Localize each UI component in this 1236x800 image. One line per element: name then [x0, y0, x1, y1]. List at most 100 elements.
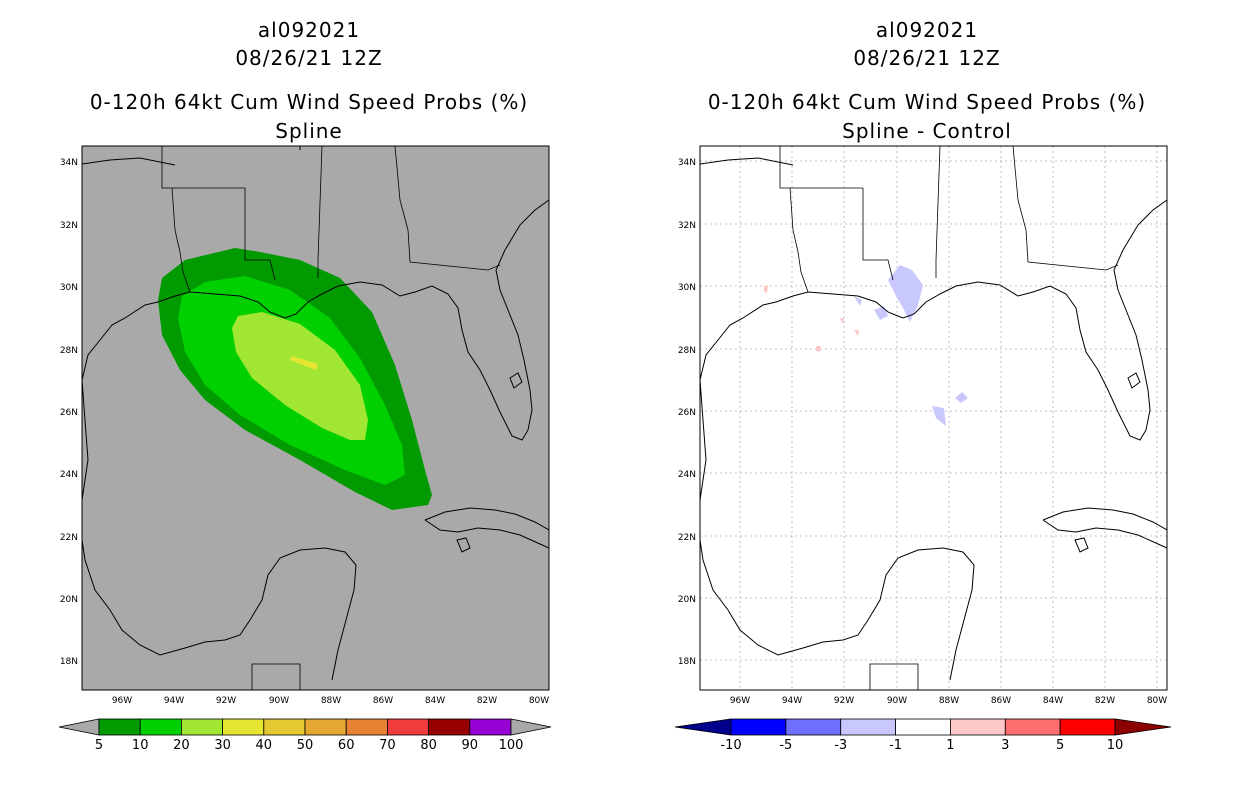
lon-ticks: 96W 94W 92W 90W 88W 86W 84W 82W 80W [730, 696, 1167, 706]
colorbar-segment [785, 718, 842, 736]
diff-negative-3 [932, 406, 946, 426]
colorbar-segment [840, 718, 896, 736]
map-plot: 34N 32N 30N 28N 26N 24N 22N 20N 18N 96W … [674, 145, 1172, 753]
lat-label: 22N [678, 533, 696, 543]
lat-label: 22N [60, 533, 78, 543]
colorbar-segment [98, 718, 141, 736]
colorbar-end-left [58, 718, 100, 736]
colorbar-label: 90 [462, 738, 479, 753]
colorbar-segment [139, 718, 182, 736]
colorbar: -10 -5 -3 -1 1 3 5 10 [674, 718, 1172, 753]
diff-positive-1 [854, 330, 859, 336]
diff-negative-3 [955, 392, 968, 403]
lat-label: 32N [678, 221, 696, 231]
colorbar-label: 3 [1001, 738, 1009, 753]
colorbar-label: -5 [779, 738, 792, 753]
datetime: 08/26/21 12Z [853, 46, 1001, 70]
lon-label: 86W [373, 696, 393, 706]
right-panel: al092021 08/26/21 12Z 0-120h 64kt Cum Wi… [618, 0, 1236, 800]
colorbar-label: 10 [1107, 738, 1124, 753]
lat-label: 24N [678, 470, 696, 480]
lat-label: 30N [60, 283, 78, 293]
colorbar-end-right [1114, 718, 1172, 736]
lat-label: 20N [60, 595, 78, 605]
lon-label: 96W [112, 696, 132, 706]
lon-label: 84W [1043, 696, 1063, 706]
lat-label: 26N [678, 408, 696, 418]
lat-label: 28N [60, 346, 78, 356]
lon-label: 92W [834, 696, 854, 706]
diff-negative-3 [854, 296, 862, 306]
lon-label: 90W [269, 696, 289, 706]
lat-label: 32N [60, 221, 78, 231]
lon-label: 88W [939, 696, 959, 706]
plot-title: 0-120h 64kt Cum Wind Speed Probs (%) [707, 90, 1147, 114]
colorbar-label: 40 [256, 738, 273, 753]
lon-label: 80W [1147, 696, 1167, 706]
storm-id: al092021 [257, 18, 361, 42]
lat-label: 28N [678, 346, 696, 356]
prob-contour-20 [232, 312, 368, 440]
lat-label: 26N [60, 408, 78, 418]
map-plot: 34N 32N 30N 28N 26N 24N 22N 20N 18N 96W … [58, 145, 552, 753]
plot-subtitle: Spline - Control [842, 119, 1012, 143]
lat-label: 20N [678, 595, 696, 605]
colorbar-segment [263, 718, 306, 736]
lon-label: 82W [477, 696, 497, 706]
lat-ticks: 34N 32N 30N 28N 26N 24N 22N 20N 18N [60, 158, 78, 667]
colorbar-label: 5 [95, 738, 103, 753]
diff-positive-1 [816, 346, 821, 352]
colorbar-label: 5 [1056, 738, 1064, 753]
colorbar-segment [304, 718, 347, 736]
colorbar-label: -3 [834, 738, 847, 753]
colorbar-segment [428, 718, 471, 736]
prob-contour-30 [290, 356, 318, 370]
diff-positive-1 [840, 318, 844, 324]
colorbar-segment [730, 718, 787, 736]
colorbar-segment [222, 718, 265, 736]
lat-label: 18N [678, 657, 696, 667]
colorbar: 5 10 20 30 40 50 60 70 80 90 100 [58, 718, 552, 753]
lat-label: 24N [60, 470, 78, 480]
colorbar-segment [950, 718, 1006, 736]
lon-label: 92W [216, 696, 236, 706]
colorbar-label: 70 [379, 738, 396, 753]
colorbar-label: 10 [132, 738, 149, 753]
lat-label: 34N [60, 158, 78, 168]
left-panel: al092021 08/26/21 12Z 0-120h 64kt Cum Wi… [58, 18, 552, 753]
lon-label: 80W [529, 696, 549, 706]
lon-label: 82W [1095, 696, 1115, 706]
colorbar-segment [469, 718, 512, 736]
coastlines [700, 157, 1167, 681]
colorbar-label: 20 [173, 738, 190, 753]
lon-label: 94W [164, 696, 184, 706]
lat-label: 30N [678, 283, 696, 293]
lon-ticks: 96W 94W 92W 90W 88W 86W 84W 82W 80W [112, 696, 549, 706]
colorbar-segment [345, 718, 388, 736]
map-background [700, 146, 1167, 690]
lat-label: 18N [60, 657, 78, 667]
lon-label: 88W [321, 696, 341, 706]
colorbar-end-left [674, 718, 732, 736]
colorbar-label: -1 [889, 738, 902, 753]
storm-id: al092021 [875, 18, 979, 42]
state-borders [161, 146, 501, 690]
colorbar-label: -10 [720, 738, 741, 753]
colorbar-label: 1 [946, 738, 954, 753]
lon-label: 84W [425, 696, 445, 706]
colorbar-label: 60 [338, 738, 355, 753]
datetime: 08/26/21 12Z [235, 46, 383, 70]
colorbar-segment [1059, 718, 1116, 736]
plot-subtitle: Spline [275, 119, 343, 143]
colorbar-label: 100 [499, 738, 524, 753]
colorbar-segment [386, 718, 429, 736]
diff-negative-3 [888, 265, 923, 322]
diff-positive-1 [764, 285, 768, 293]
colorbar-segment [180, 718, 223, 736]
colorbar-segment [1004, 718, 1061, 736]
map-frame [81, 145, 550, 691]
colorbar-end-right [510, 718, 552, 736]
lon-label: 86W [991, 696, 1011, 706]
state-borders [779, 146, 1119, 690]
lon-label: 96W [730, 696, 750, 706]
